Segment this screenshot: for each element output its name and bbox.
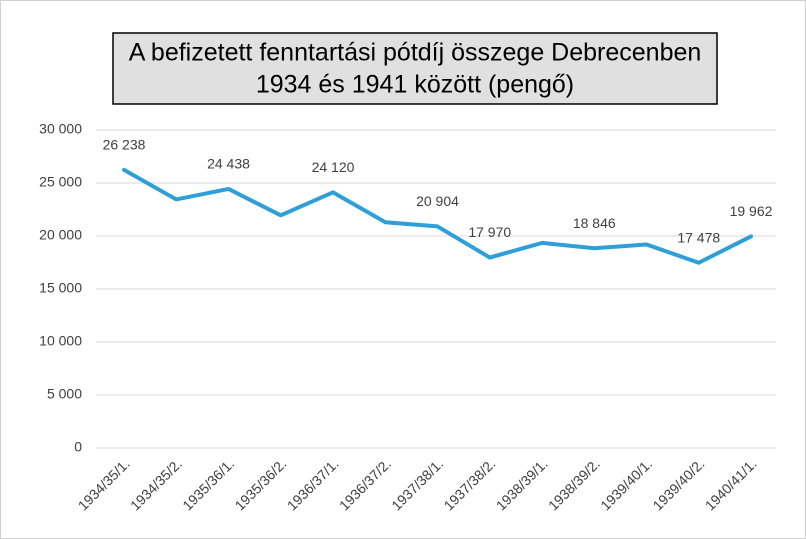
- data-label: 18 846: [573, 215, 616, 231]
- y-tick-label: 20 000: [39, 227, 82, 243]
- y-tick-label: 15 000: [39, 280, 82, 296]
- title-box: [112, 32, 718, 105]
- data-label: 24 438: [207, 156, 250, 172]
- chart-title: 1934 és 1941 között (pengő): [256, 71, 574, 99]
- y-tick-label: 30 000: [39, 121, 82, 137]
- data-label: 26 238: [103, 137, 146, 153]
- y-tick-label: 10 000: [39, 333, 82, 349]
- data-label: 17 478: [677, 229, 720, 245]
- data-label: 24 120: [312, 159, 355, 175]
- y-tick-label: 5 000: [47, 386, 82, 402]
- chart-title: A befizetett fenntartási pótdíj összege …: [129, 39, 702, 67]
- y-tick-label: 25 000: [39, 174, 82, 190]
- data-label: 17 970: [468, 224, 511, 240]
- data-label: 20 904: [416, 193, 459, 209]
- y-tick-label: 0: [74, 439, 82, 455]
- data-label: 19 962: [730, 203, 773, 219]
- line: [122, 167, 753, 265]
